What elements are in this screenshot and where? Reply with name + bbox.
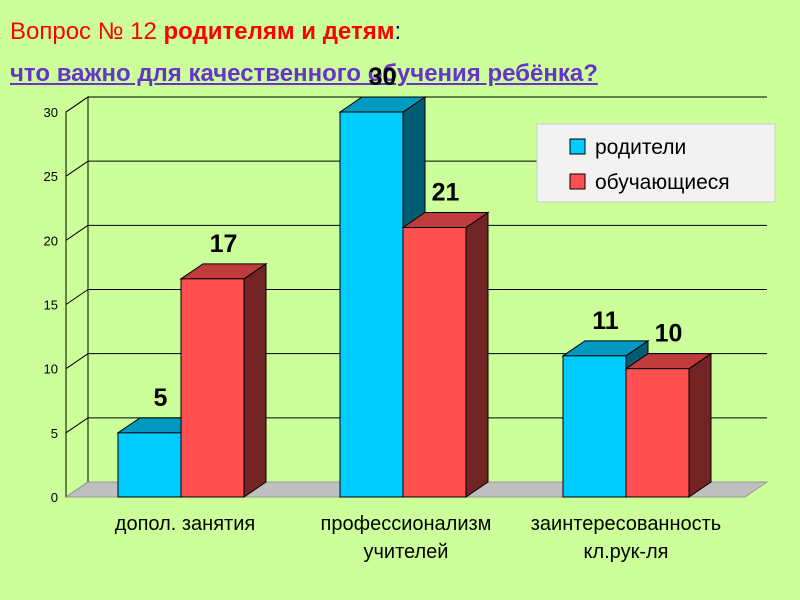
gridline-diag: [65, 353, 89, 370]
chart-bars: [116, 96, 713, 498]
data-label: 30: [369, 63, 397, 91]
chart-labels: 0 5 10 15 20 25 30 5 17 30 21 11 10 допол. занятия про…: [44, 63, 722, 563]
bar-front: [402, 227, 467, 498]
bar-side: [688, 352, 712, 498]
legend-label: родители: [595, 136, 686, 159]
question-subtitle: что важно для качественного обучения реб…: [10, 60, 598, 87]
legend-swatch: [569, 138, 586, 155]
category-label: заинтересованность: [531, 513, 721, 535]
y-tick-label: 15: [44, 298, 58, 313]
y-tick-label: 20: [44, 233, 58, 248]
data-label: 17: [210, 230, 238, 258]
y-tick-label: 10: [44, 362, 58, 377]
question-colon: :: [394, 18, 402, 45]
bar-front: [625, 368, 690, 498]
bar-students-0: [179, 262, 268, 498]
bar-side: [465, 211, 489, 498]
gridline-diag: [65, 289, 89, 305]
legend-swatch: [569, 173, 586, 190]
chart-legend: родители обучающиеся: [536, 123, 776, 203]
bar-students-1: [401, 211, 490, 498]
data-label: 21: [432, 179, 460, 207]
bar-front: [562, 355, 627, 498]
data-label: 5: [154, 384, 168, 412]
y-tick-label: 30: [44, 105, 58, 120]
category-label: кл.рук-ля: [583, 541, 668, 563]
y-tick-label: 5: [51, 426, 58, 441]
bar-students-2: [624, 352, 713, 498]
y-tick-label: 0: [51, 490, 58, 505]
data-label: 11: [592, 307, 619, 335]
y-tick-label: 25: [44, 169, 58, 184]
bar-front: [117, 432, 182, 498]
category-label: допол. занятия: [115, 513, 255, 535]
category-label: профессионализм: [321, 513, 492, 535]
question-title: Вопрос № 12 родителям и детям:: [10, 18, 401, 46]
bar-side: [243, 262, 267, 498]
gridline-diag: [65, 417, 89, 434]
question-audience: родителям и детям: [163, 18, 395, 45]
question-prefix: Вопрос № 12: [10, 18, 164, 45]
gridline-diag: [65, 160, 89, 177]
legend-label: обучающиеся: [595, 171, 730, 194]
bar-front: [180, 278, 245, 498]
gridline-diag: [65, 96, 89, 113]
category-label: учителей: [364, 541, 449, 563]
gridline-diag: [65, 224, 89, 241]
data-label: 10: [655, 320, 683, 348]
bar-front: [339, 111, 404, 498]
